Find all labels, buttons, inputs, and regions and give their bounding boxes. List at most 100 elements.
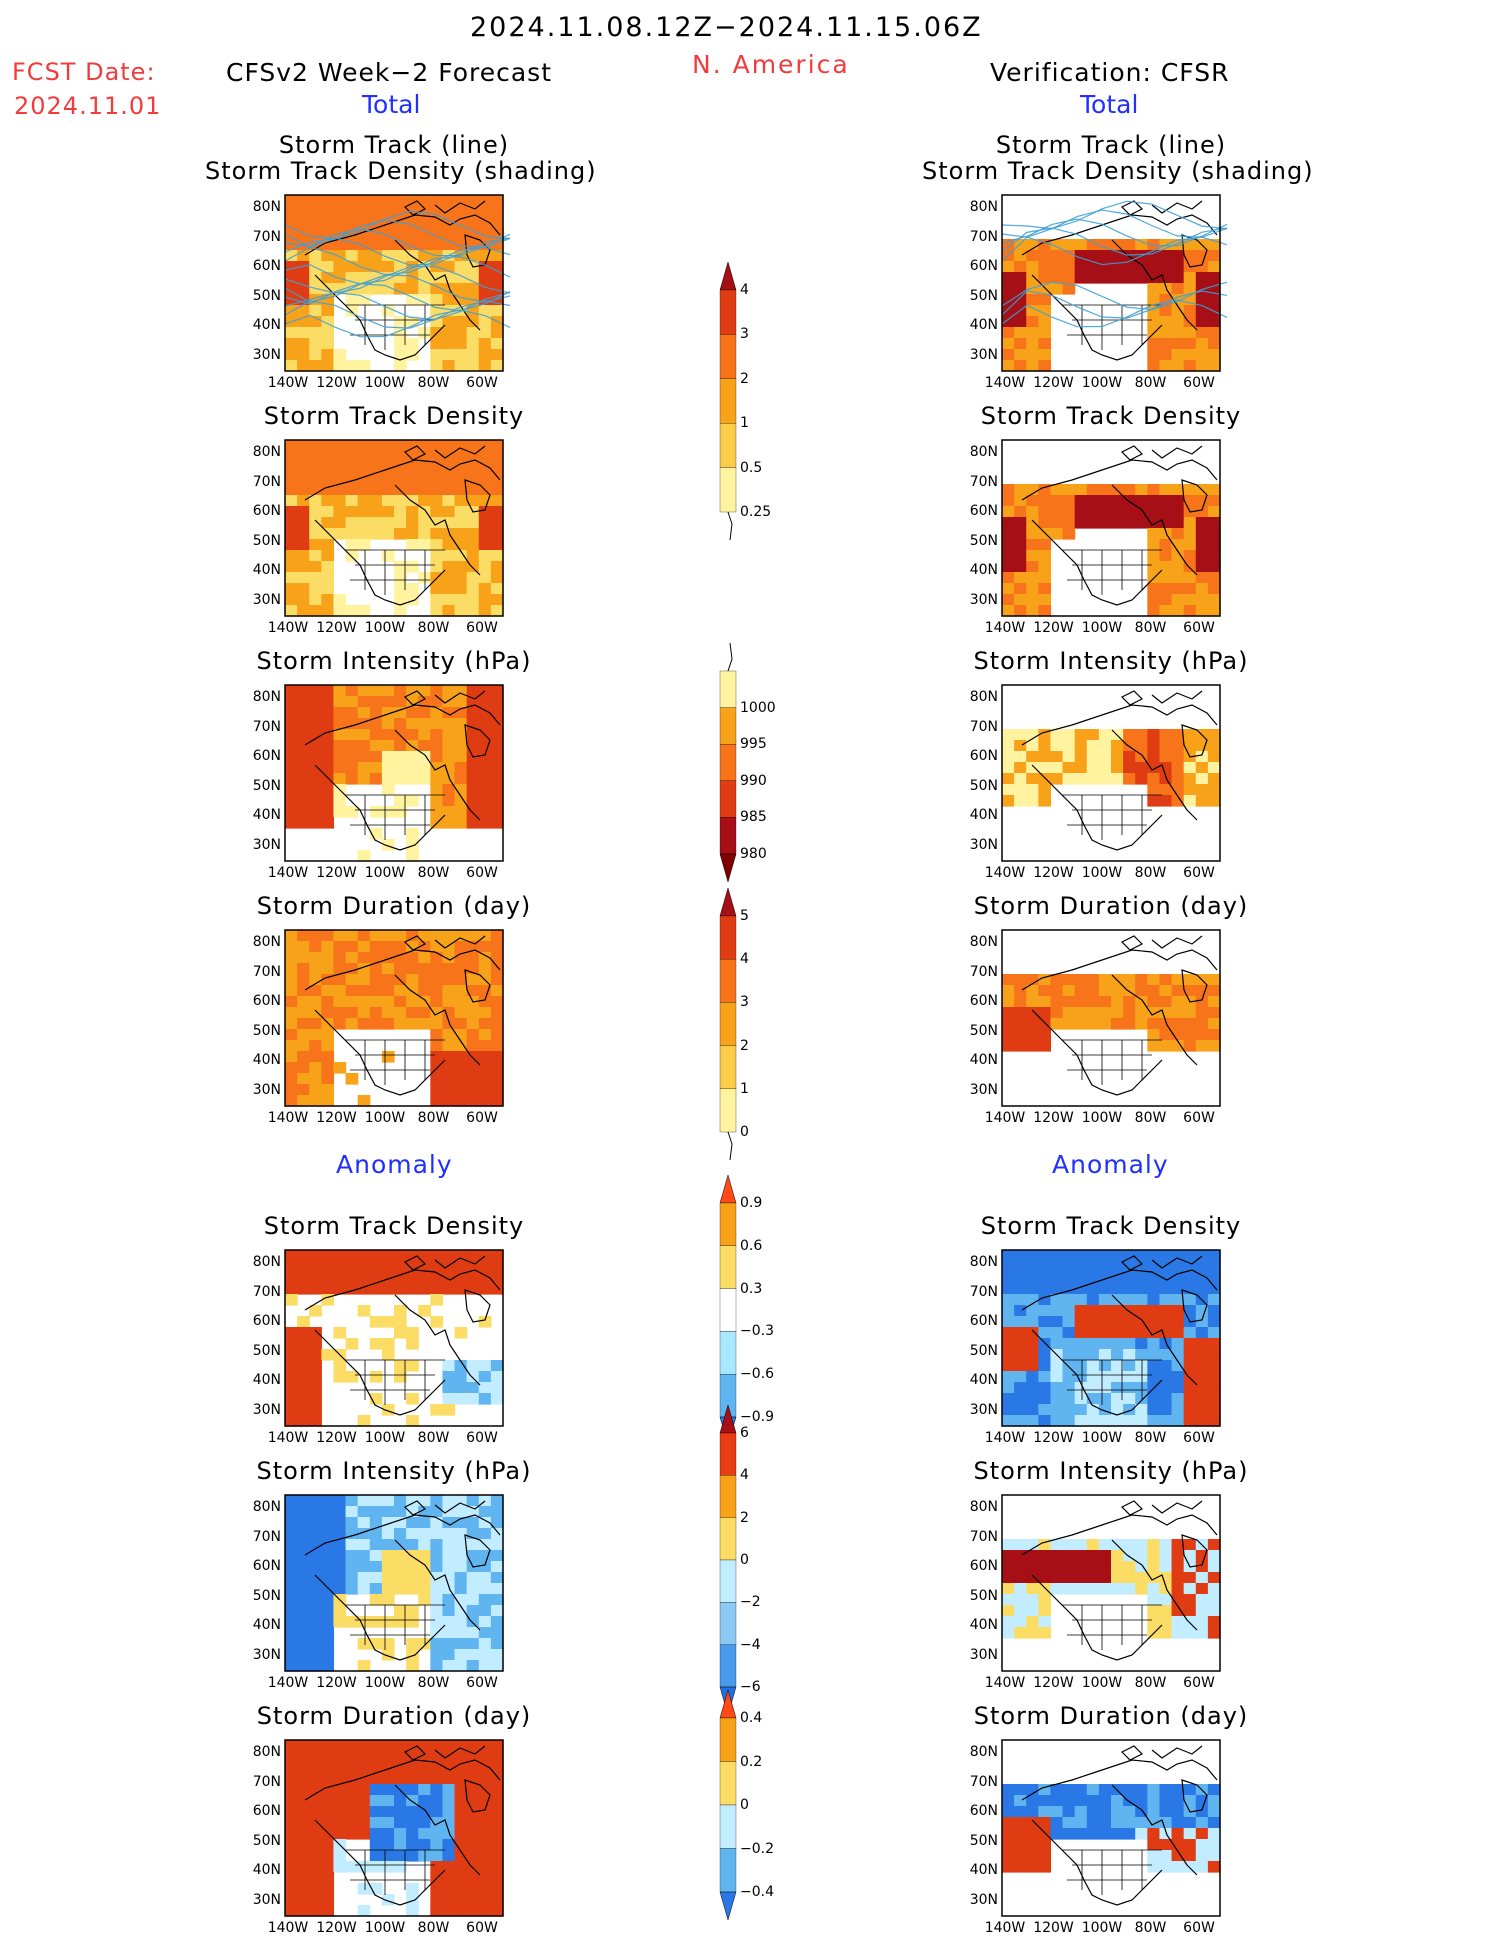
lon-label: 140W — [984, 865, 1026, 881]
lon-label: 60W — [466, 620, 498, 636]
lon-label: 120W — [316, 865, 357, 881]
lat-label: 30N — [969, 346, 998, 363]
lat-label: 70N — [969, 1773, 998, 1790]
forecast-map-panel-6: Storm Intensity (hPa) 80N 70N 60N 50N 40N 30N 1… — [205, 1435, 583, 1691]
lon-label: 100W — [1081, 1110, 1123, 1126]
lon-label: 100W — [364, 1920, 406, 1936]
colorbar-label: 0.3 — [740, 1280, 763, 1297]
lon-label: 140W — [267, 1920, 309, 1936]
colorbar-label: −0.4 — [740, 1884, 774, 1900]
lat-label: 70N — [252, 1283, 281, 1300]
colorbar-label: 3 — [740, 994, 749, 1011]
map-plot — [1001, 194, 1228, 372]
lat-label: 80N — [252, 1254, 281, 1270]
lat-label: 30N — [252, 1646, 281, 1663]
lon-label: 60W — [466, 1920, 498, 1936]
map-plot — [284, 1249, 504, 1427]
colorbar-label: 985 — [740, 809, 767, 826]
lat-label: 30N — [969, 591, 998, 608]
lon-label: 100W — [364, 375, 406, 391]
lon-label: 100W — [1081, 1675, 1123, 1691]
colorbar-label: 0.2 — [740, 1753, 763, 1770]
colorbar-label: −0.3 — [740, 1323, 774, 1340]
lat-label: 60N — [969, 1803, 998, 1819]
lat-label: 40N — [969, 317, 998, 333]
panel-subtitle: Storm Track Density (shading) — [922, 157, 1314, 185]
lat-label: 50N — [969, 532, 998, 549]
lat-label: 30N — [252, 1891, 281, 1908]
lon-label: 140W — [267, 1430, 309, 1446]
panel-title: Storm Duration (day) — [256, 892, 532, 920]
lon-label: 80W — [1134, 1920, 1167, 1936]
lon-label: 120W — [1033, 1430, 1074, 1446]
lat-label: 50N — [969, 1022, 998, 1039]
panel-title: Storm Track (line) — [995, 131, 1227, 159]
lon-label: 140W — [984, 1110, 1026, 1126]
lon-label: 60W — [1183, 1920, 1215, 1936]
panel-title: Storm Track Density — [263, 402, 525, 430]
map-plot — [284, 1494, 504, 1672]
colorbar-label: 5 — [740, 908, 749, 924]
verification-map-panel-6: Storm Intensity (hPa) 80N 70N 60N 50N 40N 30N 1… — [922, 1435, 1300, 1691]
colorbar-1: 4 3 2 1 0.5 0.25 — [719, 261, 780, 544]
lat-label: 60N — [969, 993, 998, 1009]
lat-label: 80N — [969, 689, 998, 705]
panel-title: Storm Track Density — [263, 1212, 525, 1240]
lat-label: 70N — [969, 228, 998, 245]
map-plot — [1001, 929, 1221, 1107]
verification-map-panel-4: Storm Duration (day) 80N 70N 60N 50N 40N 30N 14… — [922, 870, 1300, 1126]
lat-label: 60N — [252, 1803, 281, 1819]
lat-label: 50N — [969, 1342, 998, 1359]
lon-label: 60W — [1183, 620, 1215, 636]
lon-label: 100W — [364, 1430, 406, 1446]
colorbar-label: 0 — [740, 1552, 749, 1568]
panel-title: Storm Track (line) — [278, 131, 510, 159]
lon-label: 140W — [267, 620, 309, 636]
colorbar-label: 0.25 — [740, 504, 772, 520]
lon-label: 60W — [1183, 1430, 1215, 1446]
lon-label: 80W — [1134, 1110, 1167, 1126]
region-title: N. America — [692, 50, 850, 79]
colorbar-label: 1000 — [740, 699, 776, 716]
lat-label: 80N — [969, 444, 998, 460]
panel-title: Storm Intensity (hPa) — [973, 1457, 1249, 1485]
lat-label: 30N — [969, 1401, 998, 1418]
panel-title: Storm Track Density — [980, 402, 1242, 430]
forecast-map-panel-2: Storm Track Density 80N 70N 60N 50N 40N 30N 140… — [205, 380, 583, 636]
lat-label: 30N — [252, 1401, 281, 1418]
lat-label: 30N — [252, 836, 281, 853]
map-plot — [284, 439, 504, 617]
lon-label: 100W — [364, 1675, 406, 1691]
lon-label: 120W — [316, 1920, 357, 1936]
lon-label: 60W — [466, 1675, 498, 1691]
map-plot — [284, 194, 511, 372]
map-plot — [1001, 1494, 1221, 1672]
lon-label: 80W — [1134, 865, 1167, 881]
panel-title: Storm Duration (day) — [256, 1702, 532, 1730]
lat-label: 60N — [969, 503, 998, 519]
colorbar-label: 2 — [740, 370, 749, 387]
colorbar-label: 0.9 — [740, 1195, 763, 1211]
lat-label: 80N — [252, 1499, 281, 1515]
colorbar-label: 0 — [740, 1797, 749, 1813]
lon-label: 60W — [1183, 1675, 1215, 1691]
lat-label: 40N — [969, 807, 998, 823]
lon-label: 140W — [984, 375, 1026, 391]
lat-label: 50N — [252, 1587, 281, 1604]
panel-title: Storm Intensity (hPa) — [256, 647, 532, 675]
lon-label: 60W — [466, 865, 498, 881]
lon-label: 60W — [466, 1430, 498, 1446]
lon-label: 60W — [466, 375, 498, 391]
colorbar-label: 0.4 — [740, 1710, 763, 1726]
lat-label: 30N — [252, 1081, 281, 1098]
colorbar-label: 4 — [740, 282, 749, 298]
lat-label: 70N — [969, 1283, 998, 1300]
map-plot — [1001, 439, 1221, 617]
panel-title: Storm Intensity (hPa) — [256, 1457, 532, 1485]
lat-label: 60N — [252, 1558, 281, 1574]
lon-label: 60W — [466, 1110, 498, 1126]
forecast-map-panel-3: Storm Intensity (hPa) 80N 70N 60N 50N 40N 30N 1… — [205, 625, 583, 881]
left-total-label: Total — [362, 90, 421, 119]
forecast-map-panel-4: Storm Duration (day) 80N 70N 60N 50N 40N 30N 14… — [205, 870, 583, 1126]
colorbar-label: 0.6 — [740, 1237, 763, 1254]
